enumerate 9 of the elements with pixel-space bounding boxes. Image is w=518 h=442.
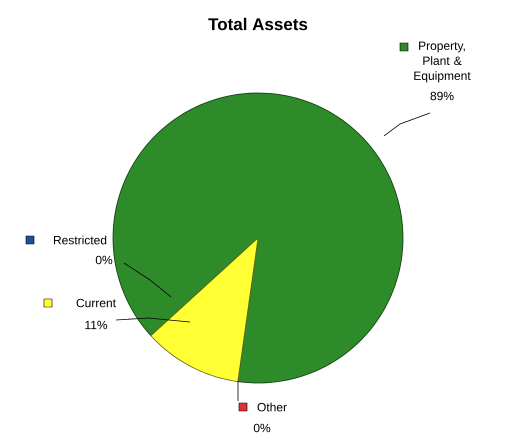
text: 0% [96,256,112,264]
chart-title: Total Assets [208,18,308,30]
legend-label: Other [258,402,287,412]
legend-label: Restricted [54,236,106,244]
data-label: 89% [430,92,454,100]
data-label: 11% [85,320,108,330]
legend-label: Property, Plant & Equipment [414,42,471,82]
legend-label: Current [76,298,116,308]
text: 0% [254,424,270,432]
